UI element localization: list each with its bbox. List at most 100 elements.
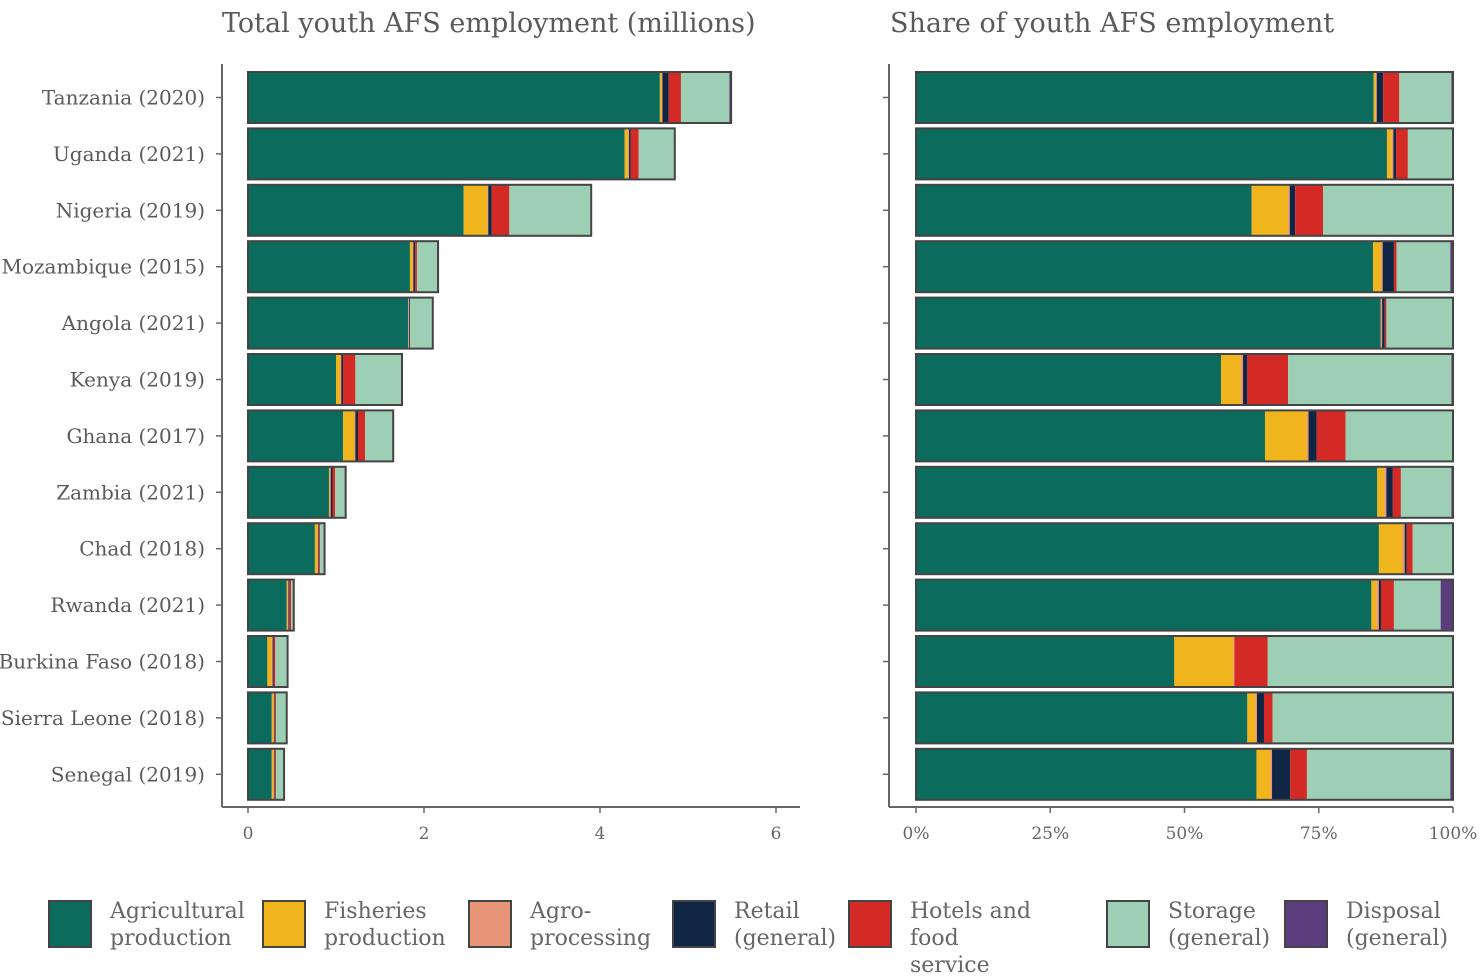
right-bar-storage-general [1393, 579, 1441, 631]
left-x-tick-label: 4 [595, 824, 606, 844]
right-bar-fisheries-production [1386, 128, 1392, 180]
left-bar-outline [247, 127, 676, 181]
left-bar-storage-general [638, 128, 675, 180]
y-tick-label: Sierra Leone (2018) [1, 706, 205, 730]
left-bar-agro-processing [661, 72, 663, 123]
right-bar-storage-general [1323, 184, 1453, 236]
right-bar-agro-processing [1375, 72, 1377, 123]
right-bar-retail-general [1404, 523, 1407, 575]
y-tick-label: Mozambique (2015) [1, 255, 205, 279]
left-bar-agro-processing [317, 523, 319, 575]
right-bar-retail-general [1382, 241, 1394, 293]
left-bar-retail-general [629, 128, 631, 180]
right-bar-retail-general [1378, 579, 1382, 631]
left-bar-storage-general [276, 748, 285, 800]
left-bar-hotels-and-food-service [668, 72, 681, 123]
right-bar-disposal-general [1450, 241, 1453, 293]
right-bar-outline [915, 691, 1454, 745]
right-bar-hotels-and-food-service [1384, 297, 1387, 349]
left-bar-agricultural-production [248, 72, 660, 123]
right-bar-outline [915, 353, 1454, 406]
legend-swatch [262, 900, 306, 948]
right-bar-outline [915, 578, 1454, 632]
left-bar-agro-processing [329, 466, 331, 518]
right-bar-agricultural-production [916, 466, 1378, 518]
right-bar-hotels-and-food-service [1392, 466, 1401, 518]
left-bar-retail-general [274, 748, 276, 800]
right-bar-hotels-and-food-service [1406, 523, 1413, 575]
left-bar-storage-general [409, 297, 433, 349]
left-bar-hotels-and-food-service [332, 466, 336, 518]
legend-label: Storage (general) [1168, 899, 1271, 951]
left-bar-outline [247, 691, 288, 745]
right-bar-hotels-and-food-service [1381, 579, 1394, 631]
left-bar-hotels-and-food-service [415, 241, 417, 293]
left-bar-agricultural-production [248, 354, 336, 405]
right-bar-outline [915, 240, 1454, 294]
right-x-tick-label: 75% [1300, 824, 1338, 844]
right-bar-agricultural-production [916, 692, 1248, 744]
right-bar-outline [915, 296, 1454, 350]
left-bar-agricultural-production [248, 184, 464, 236]
legend-swatch [848, 900, 892, 948]
left-bar-fisheries-production [328, 466, 330, 518]
legend-label: Agro- processing [530, 899, 652, 951]
left-bar-outline [247, 71, 733, 124]
right-bar-hotels-and-food-service [1234, 636, 1268, 687]
right-bar-fisheries-production [1373, 72, 1376, 123]
left-bar-fisheries-production [267, 636, 272, 687]
chart-svg: 0 2 4 6 Tanzania (2020) Uganda (2021) Nigeria … [0, 64, 1478, 844]
y-tick-label: Nigeria (2019) [56, 198, 205, 222]
right-bar-outline [915, 127, 1454, 181]
right-bar-retail-general [1376, 72, 1384, 123]
right-bar-outline [915, 465, 1454, 519]
right-bar-hotels-and-food-service [1393, 241, 1397, 293]
left-bar-storage-general [355, 354, 402, 405]
right-bar-retail-general [1393, 128, 1397, 180]
right-bar-outline [915, 635, 1454, 688]
right-bar-fisheries-production [1247, 692, 1256, 744]
y-tick-label: Chad (2018) [79, 537, 205, 561]
right-x-tick-label: 25% [1031, 824, 1069, 844]
left-bar-retail-general [413, 241, 416, 293]
left-chart-title: Total youth AFS employment (millions) [222, 8, 756, 39]
right-x-tick-label: 100% [1429, 824, 1478, 844]
right-x-tick-label: 0% [903, 824, 930, 844]
left-bar-agricultural-production [248, 748, 272, 800]
right-bar-fisheries-production [1174, 636, 1234, 687]
right-bar-agricultural-production [916, 636, 1175, 687]
y-tick-label: Tanzania (2020) [42, 86, 205, 110]
right-bar-retail-general [1386, 466, 1393, 518]
left-bar-hotels-and-food-service [491, 184, 510, 236]
y-tick-label: Zambia (2021) [56, 480, 205, 504]
right-bar-storage-general [1288, 354, 1452, 405]
left-bar-hotels-and-food-service [319, 523, 321, 575]
right-bar-fisheries-production [1372, 241, 1382, 293]
legend-label: Retail (general) [734, 899, 837, 951]
right-bar-agro-processing [1391, 128, 1394, 180]
right-bar-fisheries-production [1251, 184, 1289, 236]
right-bar-outline [915, 409, 1454, 463]
legend-label: Agricultural production [110, 899, 245, 951]
right-bar-fisheries-production [1221, 354, 1241, 405]
right-bar-storage-general [1399, 72, 1452, 123]
right-bar-hotels-and-food-service [1295, 184, 1324, 236]
right-bar-fisheries-production [1256, 748, 1271, 800]
left-bar-hotels-and-food-service [289, 579, 292, 631]
left-bar-retail-general [409, 297, 410, 349]
left-bar-fisheries-production [409, 241, 413, 293]
left-bar-storage-general [335, 466, 345, 518]
right-bar-retail-general [1308, 410, 1317, 462]
left-bar-hotels-and-food-service [343, 354, 356, 405]
left-bar-hotels-and-food-service [273, 636, 276, 687]
left-bar-retail-general [662, 72, 669, 123]
left-x-tick-label: 6 [771, 824, 782, 844]
right-bar-fisheries-production [1371, 579, 1377, 631]
right-bar-retail-general [1256, 692, 1264, 744]
left-bar-fisheries-production [314, 523, 318, 575]
left-bar-agro-processing [408, 297, 410, 349]
left-bar-hotels-and-food-service [275, 748, 277, 800]
right-bar-agro-processing [1255, 692, 1257, 744]
right-bar-hotels-and-food-service [1263, 692, 1273, 744]
right-x-tick-label: 50% [1166, 824, 1204, 844]
